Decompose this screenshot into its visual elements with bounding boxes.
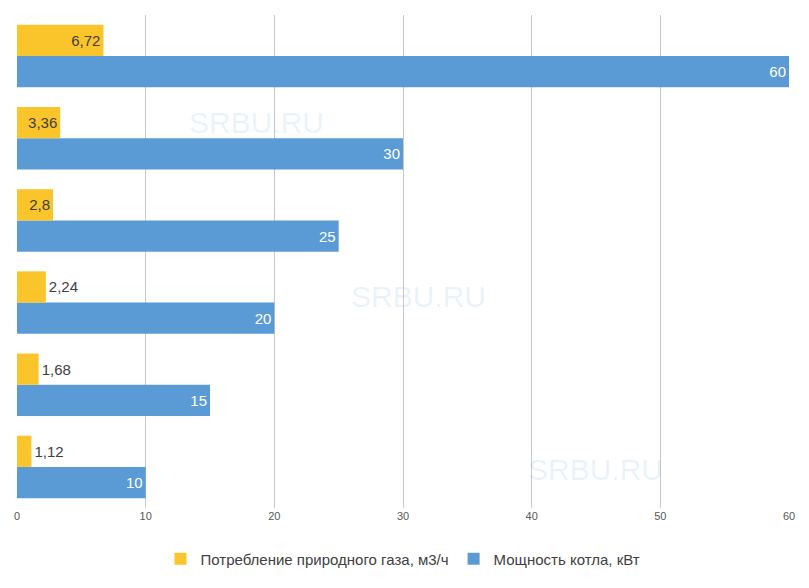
svg-text:Мощность котла, кВт: Мощность котла, кВт <box>494 551 640 568</box>
svg-text:2,24: 2,24 <box>49 278 78 295</box>
svg-text:20: 20 <box>255 310 272 327</box>
svg-text:10: 10 <box>126 474 143 491</box>
svg-text:40: 40 <box>526 510 538 522</box>
svg-text:0: 0 <box>14 510 20 522</box>
svg-text:30: 30 <box>397 510 409 522</box>
svg-text:2,8: 2,8 <box>29 196 50 213</box>
svg-text:20: 20 <box>268 510 280 522</box>
svg-text:50: 50 <box>654 510 666 522</box>
svg-text:1,12: 1,12 <box>34 443 63 460</box>
svg-text:SRBU.RU: SRBU.RU <box>351 280 486 313</box>
svg-text:1,68: 1,68 <box>42 361 71 378</box>
svg-text:6,72: 6,72 <box>71 32 100 49</box>
svg-text:25: 25 <box>319 228 336 245</box>
svg-text:30: 30 <box>383 145 400 162</box>
svg-text:10: 10 <box>140 510 152 522</box>
svg-text:SRBU.RU: SRBU.RU <box>189 106 324 139</box>
svg-text:3,36: 3,36 <box>28 114 57 131</box>
svg-text:Потребление природного газа, м: Потребление природного газа, м3/ч <box>201 551 449 568</box>
svg-text:60: 60 <box>783 510 795 522</box>
svg-text:SRBU.RU: SRBU.RU <box>528 453 663 486</box>
svg-text:60: 60 <box>769 63 786 80</box>
svg-text:15: 15 <box>190 392 207 409</box>
